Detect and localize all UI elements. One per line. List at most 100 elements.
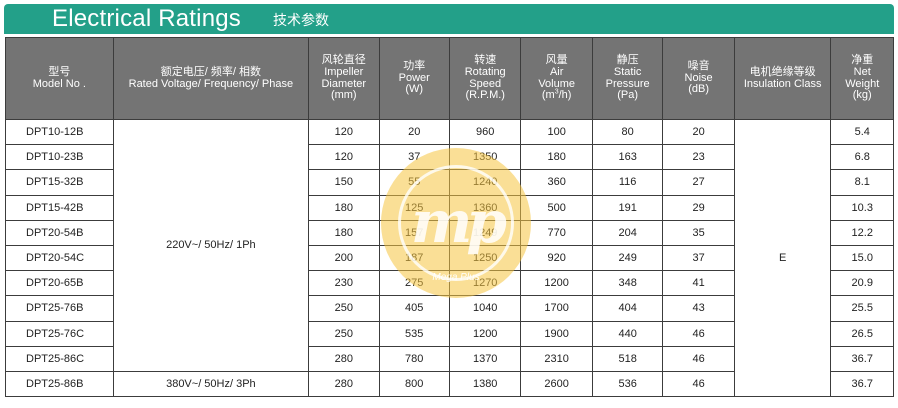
cell-noise: 41 (662, 270, 735, 297)
cell-pressure: 80 (591, 118, 664, 146)
cell-weight: 10.3 (830, 194, 894, 221)
cell-pressure: 536 (591, 370, 664, 398)
column-header-unit: (m3/h) (521, 88, 591, 102)
cell-air-volume: 1200 (520, 270, 593, 297)
table-row: DPT25-86C 280 780 1370 2310 518 46 36.7 (5, 345, 894, 372)
cell-noise: 29 (662, 194, 735, 221)
cell-diameter: 200 (308, 244, 380, 272)
column-header-en: (kg) (852, 89, 872, 102)
column-header: 风轮直径 Impeller Diameter (mm) (308, 37, 380, 120)
cell-diameter: 120 (308, 144, 380, 171)
title-bar: Electrical Ratings 技术参数 (4, 4, 894, 34)
column-header-cn: 风量 (545, 54, 568, 67)
cell-model: DPT15-32B (5, 169, 114, 196)
column-header: 额定电压/ 频率/ 相数 Rated Voltage/ Frequency/ Ph… (112, 37, 310, 120)
column-header-en: (dB) (688, 83, 709, 96)
cell-model: DPT20-54B (5, 219, 114, 246)
cell-power: 37 (378, 144, 450, 171)
cell-power: 800 (378, 370, 450, 398)
cell-air-volume: 2310 (520, 345, 593, 372)
cell-speed: 1270 (448, 270, 522, 297)
column-header-cn: 噪音 (687, 60, 710, 73)
cell-noise: 43 (662, 295, 735, 322)
table-row: DPT25-76B 250 405 1040 1700 404 43 25.5 (5, 295, 894, 322)
cell-power: 187 (378, 244, 450, 272)
column-header-cn: 净重 (851, 54, 874, 67)
cell-speed: 1240 (448, 169, 522, 196)
column-header-en: Model No . (32, 77, 86, 90)
cell-power: 780 (378, 345, 450, 372)
column-header-en: Static (613, 65, 642, 78)
cell-insulation-class: E (733, 118, 832, 398)
header-row: 型号 Model No . 额定电压/ 频率/ 相数 Rated Voltage/ F… (5, 37, 894, 120)
unit-sup: 3 (554, 88, 559, 96)
column-header-en: (R.P.M.) (465, 89, 505, 102)
cell-weight: 6.8 (830, 144, 894, 171)
cell-noise: 46 (662, 370, 735, 398)
cell-air-volume: 920 (520, 244, 593, 272)
cell-weight: 36.7 (830, 370, 894, 398)
column-header-en: Volume (538, 77, 576, 90)
cell-voltage: 220V~/ 50Hz/ 1Ph (112, 119, 310, 372)
cell-noise: 46 (662, 345, 735, 372)
column-header-en: Speed (469, 77, 502, 90)
cell-air-volume: 1700 (520, 295, 593, 322)
cell-pressure: 191 (591, 194, 664, 221)
cell-pressure: 249 (591, 244, 664, 272)
cell-pressure: 116 (591, 169, 664, 196)
cell-noise: 20 (662, 118, 735, 146)
cell-model: DPT10-12B (5, 118, 114, 146)
table-header: 型号 Model No . 额定电压/ 频率/ 相数 Rated Voltage/ F… (5, 37, 894, 120)
column-header-cn: 转速 (474, 54, 497, 67)
column-header-cn: 型号 (48, 65, 71, 78)
column-header: 功率 Power (W) (378, 37, 450, 120)
cell-air-volume: 360 (520, 169, 593, 196)
cell-model: DPT25-76C (5, 320, 114, 347)
cell-power: 55 (378, 169, 450, 196)
column-header-en: Rotating (464, 65, 506, 78)
cell-pressure: 404 (591, 295, 664, 322)
cell-model: DPT10-23B (5, 144, 114, 171)
cell-air-volume: 100 (520, 118, 593, 146)
column-header-en: Impeller (324, 65, 364, 78)
cell-power: 125 (378, 194, 450, 221)
cell-noise: 37 (662, 244, 735, 272)
cell-power: 405 (378, 295, 450, 322)
column-header-en: Rated Voltage/ Frequency/ Phase (128, 77, 294, 90)
unit-pre: (m (541, 89, 555, 102)
column-header: 净重 Net Weight (kg) (830, 37, 894, 120)
page-subtitle: 技术参数 (273, 13, 329, 29)
cell-weight: 25.5 (830, 295, 894, 322)
cell-weight: 8.1 (830, 169, 894, 196)
column-header-en: Air (549, 65, 564, 78)
cell-voltage: 380V~/ 50Hz/ 3Ph (112, 370, 310, 398)
column-header: 电机绝缘等级 Insulation Class (733, 37, 832, 120)
cell-diameter: 180 (308, 194, 380, 221)
column-header-en: Pressure (605, 77, 650, 90)
unit-post: /h) (558, 89, 572, 102)
cell-speed: 1249 (448, 219, 522, 246)
column-header-en: Diameter (321, 77, 367, 90)
cell-speed: 1200 (448, 320, 522, 347)
cell-speed: 1360 (448, 194, 522, 221)
ratings-table: 型号 Model No . 额定电压/ 频率/ 相数 Rated Voltage/ F… (5, 37, 894, 398)
cell-diameter: 230 (308, 270, 380, 297)
cell-diameter: 150 (308, 169, 380, 196)
cell-noise: 35 (662, 219, 735, 246)
cell-noise: 23 (662, 144, 735, 171)
cell-power: 535 (378, 320, 450, 347)
cell-diameter: 250 (308, 295, 380, 322)
cell-model: DPT25-86C (5, 345, 114, 372)
cell-speed: 1380 (448, 370, 522, 398)
column-header-cn: 静压 (616, 54, 639, 67)
column-header-cn: 风轮直径 (321, 54, 366, 67)
column-header-en: Noise (684, 71, 713, 84)
cell-noise: 46 (662, 320, 735, 347)
cell-diameter: 180 (308, 219, 380, 246)
column-header-en: (W) (405, 83, 424, 96)
column-header-cn: 电机绝缘等级 (749, 65, 816, 78)
page-title: Electrical Ratings (52, 5, 242, 32)
cell-weight: 5.4 (830, 118, 894, 146)
cell-weight: 20.9 (830, 270, 894, 297)
table-row: DPT10-12B 220V~/ 50Hz/ 1Ph 120 20 960 100 80 20… (5, 118, 894, 398)
